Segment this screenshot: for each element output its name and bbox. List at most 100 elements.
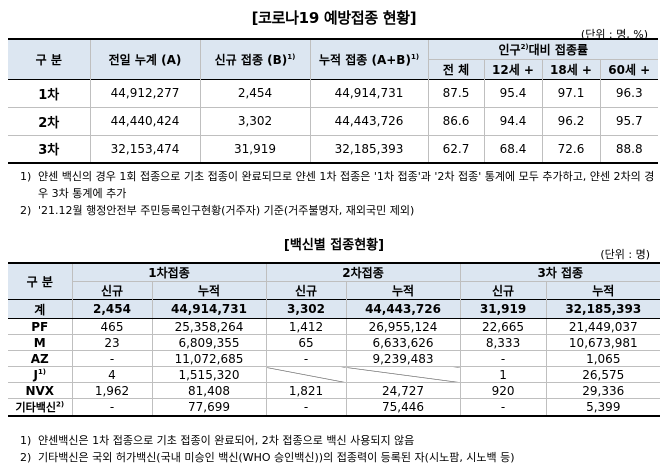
cell-d1-new: 1,962 [71,382,152,399]
header-dose3: 3차 접종 [459,263,661,282]
cell-d3-new: 920 [459,382,547,399]
footnote: 2) 기타백신은 국외 허가백신(국내 미승인 백신(WHO 승인백신))의 접종… [20,451,515,464]
cell-prev: 44,440,424 [89,106,200,135]
cell-d3-new: - [459,350,547,367]
row-label: 3차 [8,134,90,163]
cell-a12: 95.4 [483,78,542,107]
cell-d3-new: 31,919 [459,299,547,319]
cell-d2-cum: 44,443,726 [345,299,461,319]
cell-cum: 32,185,393 [309,134,428,163]
row-label: AZ [8,350,72,367]
cell-prev: 44,912,277 [89,78,200,107]
header-dose1: 1차접종 [71,263,267,282]
cell-a60: 88.8 [599,134,658,163]
cell-d1-new: 2,454 [71,299,152,319]
cell-d3-cum: 5,399 [545,398,661,416]
header-cum: 누적 [345,281,461,300]
table-row: 기타백신2) - 77,699 - 75,446 - 5,399 [8,398,661,416]
cell-d3-new: 8,333 [459,334,547,351]
header-age60: 60세 + [599,58,658,79]
cell-d1-cum: 25,358,264 [151,318,267,335]
cell-all: 86.6 [427,106,484,135]
cell-d1-cum: 44,914,731 [151,299,267,319]
table2-title: [백신별 접종현황] [283,238,385,253]
cell-d2-cum: 24,727 [345,382,461,399]
cell-d3-new: 1 [459,366,547,383]
cell-d2-cum: 9,239,483 [345,350,461,367]
cell-d2-new: 1,821 [265,382,347,399]
footnote: 1) 얀센백신은 1차 접종으로 기초 접종이 완료되어, 2차 접종으로 백신 … [20,434,415,447]
cell-d1-new: 4 [71,366,152,383]
row-label: 2차 [8,106,90,135]
cell-d2-cum: 6,633,626 [345,334,461,351]
header-cum: 누적 [545,281,661,300]
header-category: 구 분 [8,263,72,300]
cell-d3-cum: 29,336 [545,382,661,399]
row-label: M [8,334,72,351]
row-label: NVX [8,382,72,399]
cell-a18: 97.1 [541,78,600,107]
cell-d3-cum: 32,185,393 [545,299,661,319]
cell-d3-new: 22,665 [459,318,547,335]
header-new: 신규 [459,281,547,300]
cell-d1-new: 465 [71,318,152,335]
header-all: 전 체 [427,58,484,79]
row-label: 계 [8,299,72,319]
cell-new: 31,919 [199,134,310,163]
cell-d2-new: 3,302 [265,299,347,319]
cell-d1-new: - [71,398,152,416]
header-cum: 누적 [151,281,267,300]
table1-title: [코로나19 예방접종 현황] [251,9,417,27]
cell-new: 3,302 [199,106,310,135]
cell-a12: 68.4 [483,134,542,163]
header-pop-ratio: 인구2)대비 접종률 [427,39,658,59]
cell-all: 87.5 [427,78,484,107]
cell-prev: 32,153,474 [89,134,200,163]
table-row: 2차 44,440,424 3,302 44,443,726 86.6 94.4… [8,106,658,135]
cell-d3-cum: 26,575 [545,366,661,383]
table-row: PF 465 25,358,264 1,412 26,955,124 22,66… [8,318,661,335]
table2-unit: (단위 : 명) [600,248,650,261]
cell-a60: 96.3 [599,78,658,107]
cell-new: 2,454 [199,78,310,107]
cell-d2-cum: 75,446 [345,398,461,416]
cell-d3-cum: 1,065 [545,350,661,367]
vaccination-status-table: 구 분 전일 누계 (A) 신규 접종 (B)1) 누적 접종 (A+B)1) … [8,38,658,164]
total-row: 계 2,454 44,914,731 3,302 44,443,726 31,9… [8,299,661,319]
row-label: 1차 [8,78,90,107]
vaccine-type-table: 구 분 1차접종 2차접종 3차 접종 신규 누적 신규 누적 신규 누적 계 … [8,262,661,417]
header-prev-total: 전일 누계 (A) [89,39,200,79]
table-row: AZ - 11,072,685 - 9,239,483 - 1,065 [8,350,661,367]
row-label: J1) [8,366,72,383]
footnote: 2) '21.12월 행정안전부 주민등록인구현황(거주자) 기준(거주불명자, … [20,204,415,217]
row-label: 기타백신2) [8,398,72,416]
cell-d1-cum: 77,699 [151,398,267,416]
cell-d1-new: - [71,350,152,367]
cell-a18: 96.2 [541,106,600,135]
footnote: 1) 얀센 백신의 경우 1회 접종으로 기초 접종이 완료되므로 얀센 1차 접… [20,170,655,200]
cell-d2-cum-empty [345,366,461,383]
cell-d1-cum: 1,515,320 [151,366,267,383]
table1-notes: 1) 얀센 백신의 경우 1회 접종으로 기초 접종이 완료되므로 얀센 1차 접… [20,168,660,219]
header-age12: 12세 + [483,58,542,79]
header-cumulative: 누적 접종 (A+B)1) [309,39,428,79]
header-dose2: 2차접종 [265,263,461,282]
cell-a18: 72.6 [541,134,600,163]
cell-d2-new: - [265,350,347,367]
cell-a60: 95.7 [599,106,658,135]
cell-d3-new: - [459,398,547,416]
cell-d2-cum: 26,955,124 [345,318,461,335]
cell-d1-new: 23 [71,334,152,351]
table-row: 1차 44,912,277 2,454 44,914,731 87.5 95.4… [8,78,658,107]
header-new: 신규 [265,281,347,300]
cell-d2-new: - [265,398,347,416]
cell-d2-new: 1,412 [265,318,347,335]
cell-d2-new-empty [265,366,347,383]
header-category: 구 분 [8,39,90,79]
header-age18: 18세 + [541,58,600,79]
cell-d3-cum: 10,673,981 [545,334,661,351]
table-row: 3차 32,153,474 31,919 32,185,393 62.7 68.… [8,134,658,163]
table2-notes: 1) 얀센백신은 1차 접종으로 기초 접종이 완료되어, 2차 접종으로 백신 … [20,432,660,466]
table-row: J1) 4 1,515,320 1 26,575 [8,366,661,383]
cell-all: 62.7 [427,134,484,163]
